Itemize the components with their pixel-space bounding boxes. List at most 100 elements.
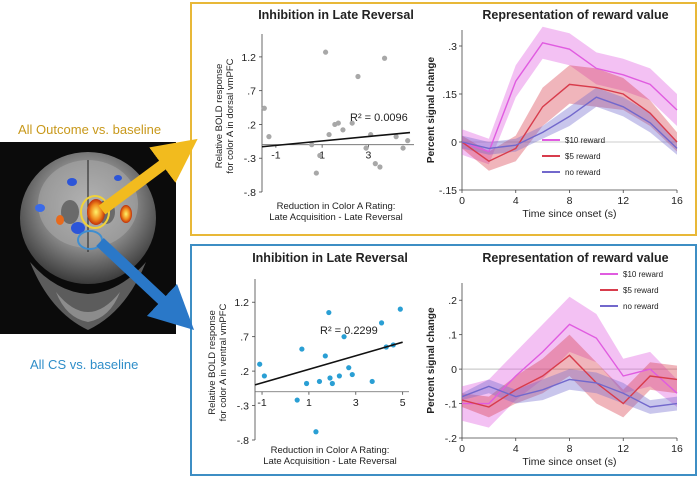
- brain-coronal-slice: [0, 142, 176, 334]
- cs-contrast-label: All CS vs. baseline: [30, 357, 139, 372]
- scatter-x-tick-label: 3: [365, 150, 371, 162]
- scatter-point: [336, 373, 342, 379]
- scatter-point: [261, 105, 267, 111]
- scatter-point: [326, 309, 332, 316]
- timecourse-bottom-chart: Representation of reward value -.2 -.1 0 .1.…: [426, 251, 683, 468]
- scatter-point: [322, 49, 329, 55]
- scatter-title: Inhibition in Late Reversal: [252, 251, 408, 265]
- scatter-point: [329, 380, 335, 387]
- r-squared-label: R² = 0.0096: [350, 112, 408, 124]
- scatter-y-label: Relative BOLD response: [214, 64, 225, 169]
- error-band: [462, 296, 677, 428]
- scatter-point: [309, 142, 315, 148]
- timecourse-y-tick-label: .3: [448, 41, 457, 53]
- timecourse-y-tick-label: 0: [451, 364, 457, 376]
- scatter-point: [266, 134, 272, 140]
- scatter-point: [349, 371, 355, 378]
- scatter-point: [397, 306, 403, 312]
- scatter-point: [326, 131, 332, 138]
- scatter-y-tick-label: .2: [247, 119, 256, 131]
- regression-line: [254, 341, 403, 386]
- scatter-point: [346, 365, 352, 371]
- scatter-point: [317, 152, 323, 159]
- scatter-y-tick-label: -.8: [244, 187, 256, 199]
- scatter-point: [340, 127, 346, 133]
- legend-label: no reward: [565, 168, 601, 177]
- scatter-y-tick-label: .2: [240, 366, 249, 378]
- error-band: [462, 65, 677, 171]
- scatter-y-tick-label: -.8: [237, 435, 249, 447]
- timecourse-y-label: Percent signal change: [426, 56, 437, 163]
- scatter-y-tick-label: 1.2: [241, 52, 256, 64]
- scatter-point: [405, 138, 411, 144]
- scatter-point: [400, 145, 406, 151]
- scatter-x-tick-label: 1: [306, 397, 312, 409]
- timecourse-x-tick-label: 16: [671, 443, 683, 455]
- outcome-arrow: [98, 138, 198, 215]
- top-panel-frame: [190, 2, 697, 236]
- scatter-point: [335, 120, 341, 126]
- r-squared-label: R² = 0.2299: [320, 325, 378, 337]
- error-band: [462, 26, 677, 165]
- scatter-x-label: Reduction in Color A Rating:: [271, 445, 390, 456]
- legend-label: $10 reward: [623, 270, 663, 279]
- scatter-point: [303, 380, 310, 387]
- timecourse-x-tick-label: 12: [617, 443, 629, 455]
- scatter-x-tick-label: -1: [271, 150, 280, 162]
- timecourse-y-tick-label: .2: [448, 295, 457, 307]
- timecourse-x-tick-label: 0: [459, 443, 465, 455]
- scatter-point: [299, 346, 305, 352]
- timecourse-y-tick-label: -.15: [439, 185, 457, 197]
- timecourse-x-tick-label: 8: [567, 195, 573, 207]
- legend-label: $10 reward: [565, 136, 605, 145]
- legend-label: $5 reward: [565, 152, 601, 161]
- timecourse-x-label: Time since onset (s): [522, 208, 616, 220]
- scatter-point: [327, 375, 333, 381]
- scatter-y-tick-label: 1.2: [234, 297, 249, 309]
- series-line: [461, 354, 678, 408]
- scatter-y-tick-label: -.3: [244, 153, 256, 165]
- scatter-point: [378, 320, 385, 326]
- legend-label: $5 reward: [623, 286, 659, 295]
- scatter-point: [313, 429, 319, 435]
- timecourse-title: Representation of reward value: [482, 8, 668, 22]
- scatter-y-tick-label: .7: [240, 332, 249, 344]
- timecourse-top-chart: Representation of reward value-.150.15.3…: [426, 8, 683, 220]
- timecourse-x-tick-label: 0: [459, 195, 465, 207]
- scatter-x-label: Late Acquisition - Late Reversal: [269, 212, 403, 223]
- timecourse-x-tick-label: 12: [617, 195, 629, 207]
- scatter-point: [349, 120, 355, 126]
- scatter-x-tick-label: 3: [353, 397, 359, 409]
- timecourse-y-tick-label: 0: [451, 137, 457, 149]
- scatter-point: [381, 55, 388, 61]
- scatter-bottom-chart: Inhibition in Late Reversal -.8 -.3 .2 .7 1.2…: [207, 251, 409, 467]
- series-line: [462, 323, 678, 405]
- scatter-point: [261, 373, 267, 379]
- scatter-point: [372, 161, 378, 167]
- error-band: [462, 87, 677, 155]
- scatter-point: [393, 134, 399, 140]
- outcome-contrast-label: All Outcome vs. baseline: [18, 122, 162, 137]
- timecourse-y-tick-label: .15: [442, 89, 457, 101]
- scatter-x-label: Late Acquisition - Late Reversal: [263, 456, 397, 467]
- scatter-point: [316, 378, 323, 385]
- scatter-y-label: for color A in dorsal vmPFC: [225, 58, 236, 173]
- series-line: [461, 96, 678, 150]
- timecourse-title: Representation of reward value: [482, 251, 668, 265]
- scatter-point: [341, 334, 347, 340]
- regression-line: [261, 131, 411, 148]
- scatter-point: [322, 353, 328, 359]
- scatter-point: [377, 164, 383, 170]
- legend-label: no reward: [623, 302, 659, 311]
- scatter-title: Inhibition in Late Reversal: [258, 8, 414, 22]
- timecourse-y-tick-label: -.2: [445, 433, 457, 445]
- arrows-layer: [96, 138, 198, 331]
- scatter-y-tick-label: .7: [247, 86, 256, 98]
- series-line: [461, 378, 678, 408]
- scatter-point: [363, 145, 369, 151]
- timecourse-x-tick-label: 4: [513, 443, 519, 455]
- timecourse-x-tick-label: 4: [513, 195, 519, 207]
- scatter-y-label: Relative BOLD response: [207, 310, 218, 415]
- scatter-x-tick-label: 5: [400, 397, 406, 409]
- timecourse-y-tick-label: .1: [448, 330, 457, 342]
